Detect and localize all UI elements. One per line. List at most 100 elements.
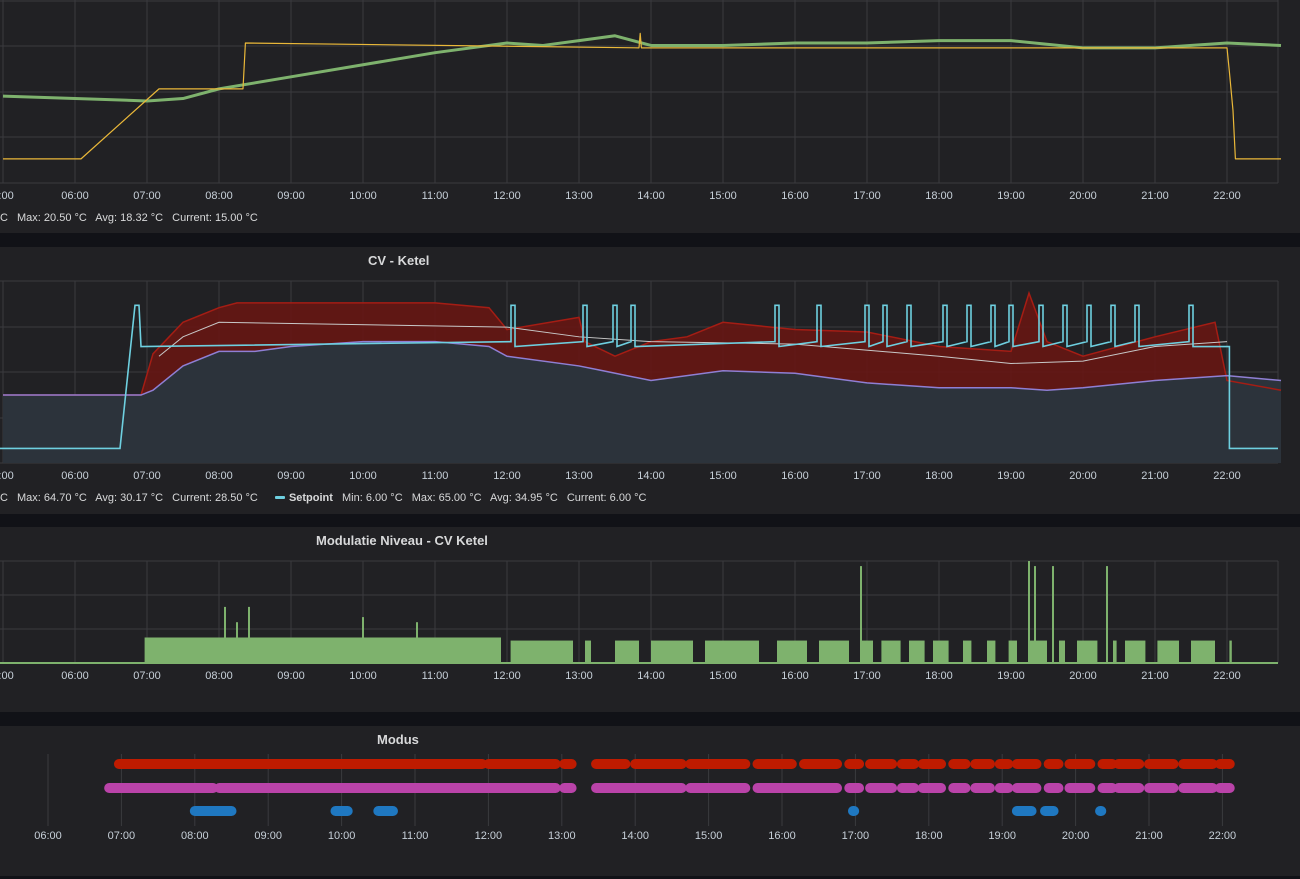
- x-tick-label: 11:00: [422, 670, 449, 682]
- x-tick-label: 21:00: [1135, 830, 1163, 842]
- x-tick-label: 21:00: [1141, 470, 1169, 482]
- x-tick-label: 21:00: [1141, 670, 1169, 682]
- x-tick-label: 11:00: [402, 830, 429, 842]
- series-line-2: [3, 32, 1281, 160]
- room-temperature-chart: 5:00 06:00 07:00 08:00 09:00 10:00 11:00 12:00 1…: [0, 0, 1282, 202]
- panel-title[interactable]: Modus: [377, 732, 419, 747]
- x-tick-label: 06:00: [34, 830, 62, 842]
- room-temperature-panel: 5:00 06:00 07:00 08:00 09:00 10:00 11:00 12:00 1…: [0, 0, 1300, 233]
- x-tick-label: 19:00: [997, 190, 1025, 202]
- x-tick-label: 17:00: [853, 190, 881, 202]
- modulation-bar: [651, 640, 693, 663]
- modulation-spike: [224, 606, 226, 663]
- x-tick-label: 10:00: [349, 470, 377, 482]
- legend-current: Current: 28.50 °C: [172, 492, 258, 504]
- x-tick-label: 15:00: [709, 670, 737, 682]
- x-tick-label: 11:00: [422, 190, 449, 202]
- modulatie-chart: 5:00 06:00 07:00 08:00 09:00 10:00 11:00 12:00 1…: [0, 560, 1279, 682]
- modulatie-panel[interactable]: Modulatie Niveau - CV Ketel 5:00 06:00 07:…: [0, 527, 1300, 712]
- x-tick-label: 10:00: [349, 670, 377, 682]
- legend-min: Min: 6.00 °C: [342, 492, 403, 504]
- x-tick-label: 15:00: [695, 830, 723, 842]
- modulation-bar: [819, 640, 849, 663]
- x-tick-label: 07:00: [108, 830, 136, 842]
- x-tick-label: 08:00: [205, 670, 233, 682]
- legend-prefix: C: [0, 212, 8, 224]
- modulation-bar: [705, 640, 759, 663]
- modulation-bar: [1029, 640, 1047, 663]
- x-tick-label: 16:00: [781, 670, 809, 682]
- modulation-bar: [1157, 640, 1179, 663]
- modus-panel[interactable]: Modus 06:00 07:00 08:00 09:00 10:00 11:00 12:0…: [0, 726, 1300, 876]
- modulation-spike: [416, 622, 418, 663]
- legend-series-setpoint[interactable]: Setpoint: [288, 492, 333, 504]
- x-tick-label: 12:00: [493, 190, 521, 202]
- legend-avg: Avg: 18.32 °C: [95, 212, 164, 224]
- x-tick-label: 15:00: [709, 470, 737, 482]
- x-tick-label: 19:00: [997, 670, 1025, 682]
- x-tick-label: 13:00: [565, 470, 593, 482]
- modulation-spike: [860, 566, 862, 663]
- modulation-bar: [144, 637, 501, 663]
- x-tick-label: 5:00: [0, 470, 14, 482]
- modulation-bar: [1113, 640, 1117, 663]
- x-tick-label: 18:00: [925, 190, 953, 202]
- x-tick-label: 20:00: [1069, 470, 1097, 482]
- x-tick-label: 16:00: [781, 190, 809, 202]
- modulation-bar: [1059, 640, 1065, 663]
- x-tick-label: 17:00: [853, 470, 881, 482]
- series-line-setpoint: [0, 304, 1278, 450]
- modulation-spike: [1028, 561, 1030, 663]
- legend-max: Max: 65.00 °C: [411, 492, 482, 504]
- cv-ketel-panel[interactable]: CV - Ketel 5:00 06:00 07:00 08:00 09:00 10:00…: [0, 247, 1300, 514]
- x-tick-label: 18:00: [925, 670, 953, 682]
- x-tick-label: 06:00: [61, 190, 89, 202]
- x-tick-label: 14:00: [637, 470, 665, 482]
- legend-max: Max: 64.70 °C: [17, 492, 87, 504]
- x-tick-label: 06:00: [61, 670, 89, 682]
- x-tick-label: 12:00: [493, 670, 521, 682]
- x-tick-label: 5:00: [0, 670, 14, 682]
- legend-prefix: C: [0, 492, 8, 504]
- modulation-bar: [909, 640, 925, 663]
- modulation-bar: [777, 640, 807, 663]
- grid: [0, 0, 1279, 184]
- room-temperature-legend: C Max: 20.50 °C Avg: 18.32 °C Current: 1…: [0, 212, 264, 224]
- x-tick-label: 14:00: [637, 670, 665, 682]
- x-tick-label: 09:00: [277, 190, 305, 202]
- x-tick-label: 20:00: [1069, 670, 1097, 682]
- modulation-bar: [1125, 640, 1146, 663]
- cv-ketel-legend: C Max: 64.70 °C Avg: 30.17 °C Current: 2…: [0, 492, 652, 504]
- series-line-1: [2, 34, 1282, 103]
- x-tick-label: 12:00: [493, 470, 521, 482]
- modulation-spike: [1052, 566, 1054, 663]
- legend-swatch-setpoint: [274, 495, 285, 499]
- panel-title[interactable]: CV - Ketel: [368, 253, 430, 268]
- modulation-bar: [933, 640, 949, 663]
- x-tick-label: 17:00: [853, 670, 881, 682]
- modulation-bar: [987, 640, 996, 663]
- x-tick-label: 13:00: [565, 190, 593, 202]
- x-tick-label: 21:00: [1141, 190, 1169, 202]
- x-tick-label: 11:00: [422, 470, 449, 482]
- x-tick-label: 09:00: [277, 470, 305, 482]
- x-tick-label: 13:00: [565, 670, 593, 682]
- x-tick-label: 13:00: [548, 830, 576, 842]
- modulation-bar: [861, 640, 873, 663]
- modulation-spike: [1106, 566, 1108, 663]
- x-tick-label: 07:00: [133, 190, 161, 202]
- panel-title[interactable]: Modulatie Niveau - CV Ketel: [316, 533, 488, 548]
- x-tick-label: 20:00: [1062, 830, 1090, 842]
- x-tick-label: 16:00: [781, 470, 809, 482]
- legend-max: Max: 20.50 °C: [17, 212, 87, 224]
- x-tick-label: 14:00: [621, 830, 649, 842]
- modulation-spike: [1034, 566, 1036, 663]
- modulation-bar: [615, 640, 639, 663]
- x-tick-label: 09:00: [254, 830, 282, 842]
- cv-ketel-chart: 5:00 06:00 07:00 08:00 09:00 10:00 11:00 12:00 1…: [0, 280, 1282, 482]
- x-tick-label: 18:00: [925, 470, 953, 482]
- modulation-bar: [963, 640, 972, 663]
- series-line-retour: [3, 340, 1282, 396]
- x-tick-label: 10:00: [328, 830, 356, 842]
- modulation-bar: [1077, 640, 1098, 663]
